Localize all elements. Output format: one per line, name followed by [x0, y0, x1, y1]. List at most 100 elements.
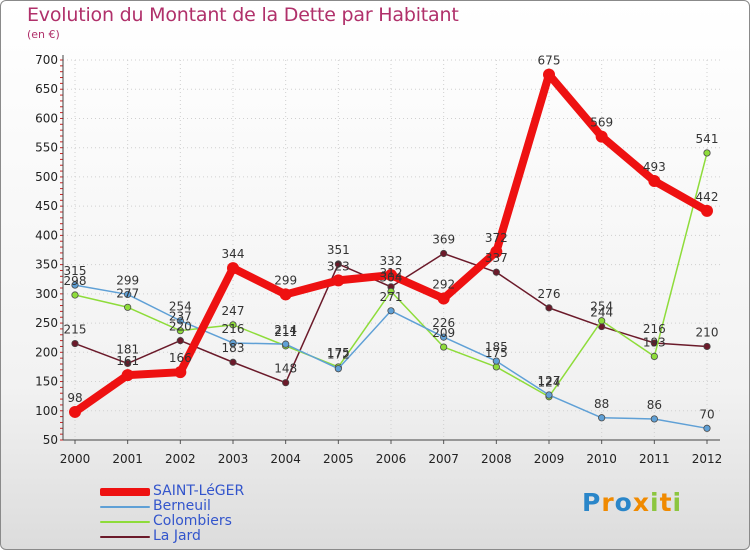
data-point-la-jard — [282, 379, 290, 387]
y-tick-label: 400 — [35, 228, 58, 242]
data-point-berneuil — [703, 424, 711, 432]
data-label-berneuil: 172 — [327, 348, 350, 362]
x-tick-label: 2011 — [639, 452, 670, 466]
data-point-saint-l-ger — [174, 366, 187, 379]
data-label-saint-l-ger: 292 — [432, 278, 455, 292]
data-point-colombiers — [229, 321, 237, 329]
data-label-colombiers: 175 — [485, 346, 508, 360]
data-point-colombiers — [176, 327, 184, 335]
data-point-saint-l-ger — [227, 262, 239, 275]
legend-label-berneuil: Berneuil — [153, 498, 211, 514]
logo-letter: o — [614, 488, 633, 517]
data-label-la-jard: 351 — [327, 243, 350, 257]
data-point-saint-l-ger — [437, 292, 450, 305]
y-tick-label: 100 — [35, 404, 58, 418]
data-point-la-jard — [545, 304, 553, 312]
data-label-berneuil: 299 — [116, 273, 139, 287]
data-label-la-jard: 369 — [432, 233, 455, 247]
data-label-la-jard: 337 — [485, 251, 508, 265]
data-label-berneuil: 185 — [485, 340, 508, 354]
data-label-berneuil: 70 — [699, 407, 714, 421]
data-label-saint-l-ger: 372 — [485, 231, 508, 245]
data-point-berneuil — [176, 317, 184, 325]
data-point-la-jard — [440, 249, 448, 258]
x-tick-label: 2010 — [586, 452, 617, 466]
data-label-saint-l-ger: 493 — [643, 160, 666, 174]
data-label-berneuil: 226 — [432, 316, 455, 330]
data-label-colombiers: 237 — [169, 310, 192, 324]
legend-label-saint-leger: SAINT-LéGER — [153, 483, 245, 499]
data-point-saint-l-ger — [121, 369, 134, 382]
y-tick-label: 500 — [35, 170, 58, 184]
data-label-la-jard: 183 — [222, 341, 245, 355]
data-point-saint-l-ger — [701, 204, 713, 217]
data-label-berneuil: 216 — [222, 322, 245, 336]
x-tick-label: 2008 — [481, 452, 512, 466]
legend-label-la-jard: La Jard — [153, 528, 201, 544]
data-label-berneuil: 127 — [538, 374, 561, 388]
data-point-la-jard — [176, 337, 184, 345]
y-tick-label: 350 — [35, 258, 58, 272]
axes: 50 100 150 200 250 300 350 400 450 500 550 600 650 70… — [35, 53, 722, 466]
data-point-berneuil — [282, 340, 290, 348]
data-point-la-jard — [229, 358, 237, 366]
data-label-colombiers: 175 — [327, 346, 350, 360]
data-point-saint-l-ger — [543, 68, 555, 81]
logo-letter: r — [601, 488, 615, 517]
data-label-la-jard: 210 — [696, 325, 719, 339]
y-tick-label: 700 — [35, 53, 58, 67]
data-point-colombiers — [440, 343, 448, 351]
data-label-berneuil: 86 — [647, 398, 662, 412]
data-point-berneuil — [71, 281, 79, 289]
data-label-la-jard: 276 — [538, 287, 561, 301]
data-labels: 215 181 220 183 148 351 312 369 337 276 244 216 210 2… — [64, 54, 719, 422]
data-point-saint-l-ger — [648, 175, 661, 188]
data-label-saint-l-ger: 344 — [222, 247, 245, 261]
data-point-saint-l-ger — [385, 269, 397, 282]
y-tick-label: 450 — [35, 199, 58, 213]
x-tick-label: 2001 — [112, 452, 143, 466]
y-tick-label: 300 — [35, 287, 58, 301]
data-label-berneuil: 254 — [169, 300, 192, 314]
data-label-saint-l-ger: 166 — [169, 351, 192, 365]
data-label-berneuil: 315 — [64, 264, 87, 278]
data-point-berneuil — [124, 290, 132, 299]
data-point-colombiers — [703, 149, 711, 157]
data-point-berneuil — [545, 391, 553, 399]
data-point-la-jard — [334, 260, 342, 268]
data-label-la-jard: 216 — [643, 322, 666, 336]
data-point-saint-l-ger — [69, 405, 81, 418]
series-lines — [69, 68, 713, 432]
data-label-colombiers: 254 — [590, 300, 613, 314]
x-tick-label: 2000 — [60, 452, 91, 466]
x-tick-label: 2006 — [376, 452, 407, 466]
data-label-colombiers: 277 — [116, 286, 139, 300]
data-label-colombiers: 247 — [222, 304, 245, 318]
logo-letter: i — [650, 488, 660, 517]
x-tick-label: 2007 — [428, 452, 459, 466]
data-label-colombiers: 124 — [538, 376, 561, 390]
data-label-berneuil: 88 — [594, 397, 609, 411]
legend-swatch-la-jard — [100, 536, 150, 538]
logo-letter: x — [632, 488, 650, 517]
x-tick-label: 2004 — [270, 452, 301, 466]
data-label-la-jard: 220 — [169, 320, 192, 334]
x-tick-label: 2005 — [323, 452, 354, 466]
data-label-berneuil: 271 — [380, 290, 403, 304]
data-point-berneuil — [334, 365, 342, 373]
y-tick-label: 600 — [35, 111, 58, 125]
data-label-saint-l-ger: 569 — [590, 116, 613, 130]
x-tick-label: 2003 — [218, 452, 249, 466]
data-label-la-jard: 312 — [380, 266, 403, 280]
data-point-colombiers — [492, 363, 500, 371]
data-point-berneuil — [650, 415, 658, 423]
logo-letter: t — [659, 488, 673, 517]
data-point-berneuil — [492, 357, 500, 365]
data-point-berneuil — [229, 339, 237, 347]
y-tick-label: 250 — [35, 316, 58, 330]
data-label-colombiers: 193 — [643, 335, 666, 349]
data-point-la-jard — [124, 359, 132, 368]
data-point-saint-l-ger — [279, 288, 292, 301]
data-label-la-jard: 244 — [590, 306, 613, 320]
